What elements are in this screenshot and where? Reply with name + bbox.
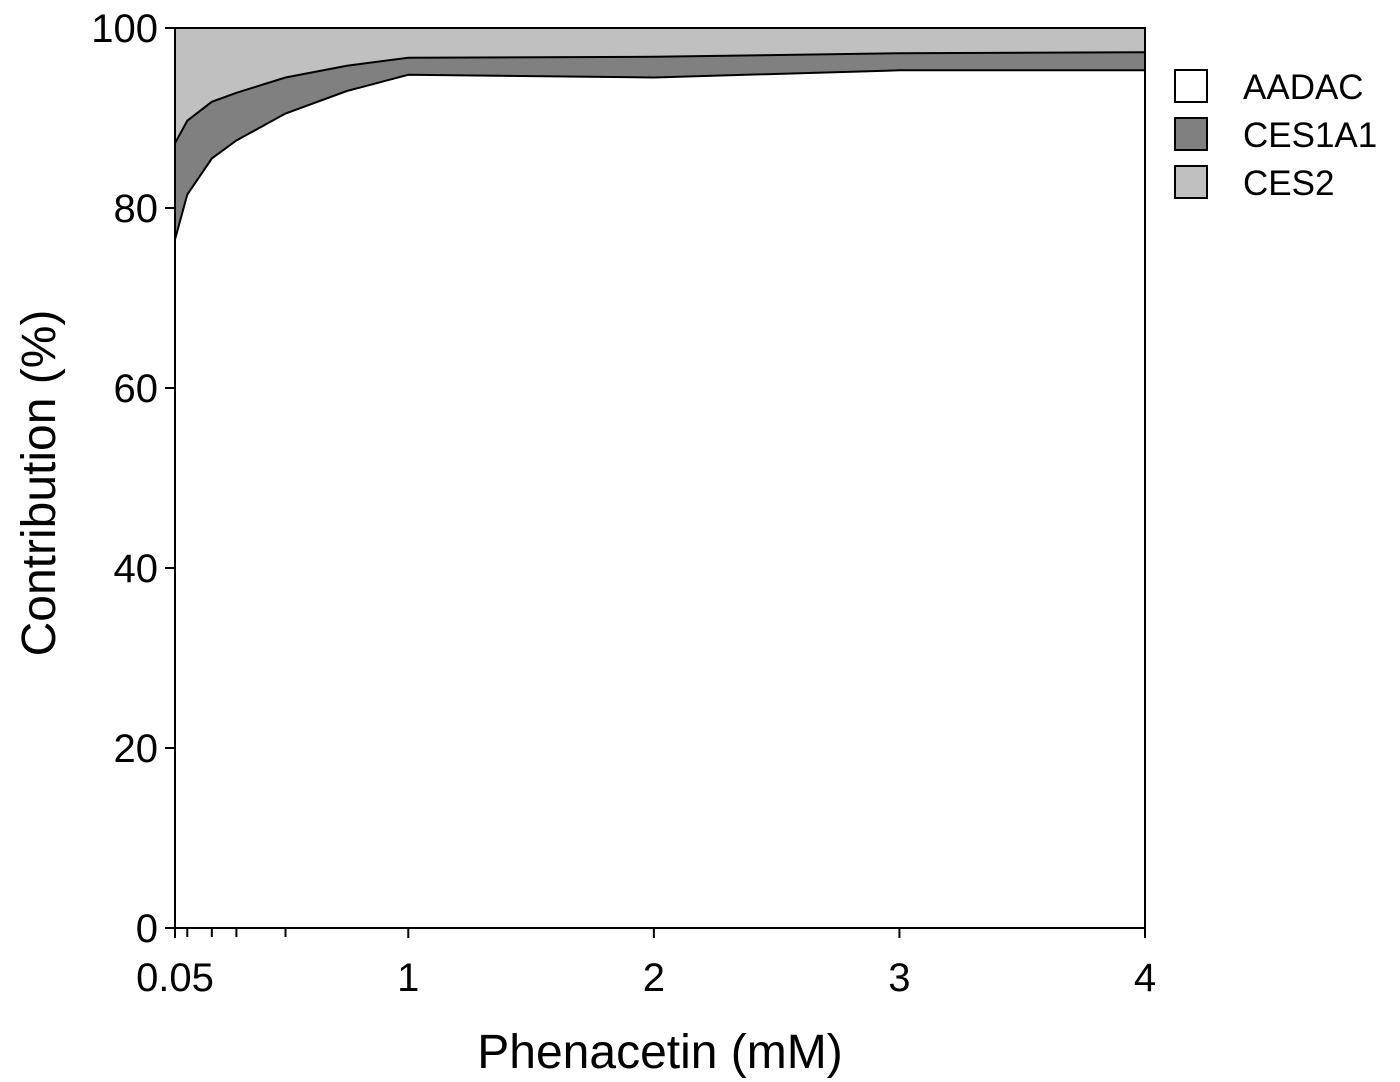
x-tick-label: 3 <box>888 956 910 1000</box>
y-tick-label: 0 <box>136 907 158 951</box>
y-tick-label: 40 <box>114 547 159 591</box>
x-tick-label: 2 <box>643 956 665 1000</box>
boundary-line-aadac <box>174 69 1145 240</box>
x-axis-title: Phenacetin (mM) <box>477 1026 842 1079</box>
legend-swatch-ces2 <box>1174 165 1208 199</box>
x-tick-label: 0.05 <box>136 956 214 1000</box>
legend: AADAC CES1A1 CES2 <box>1174 68 1377 203</box>
y-tick-label: 60 <box>114 367 159 411</box>
legend-label-aadac: AADAC <box>1243 68 1364 107</box>
legend-label-ces2: CES2 <box>1243 164 1334 203</box>
legend-label-ces1a1: CES1A1 <box>1243 116 1377 155</box>
y-tick-label: 100 <box>91 7 158 51</box>
legend-swatch-aadac <box>1174 69 1208 103</box>
plot-frame <box>174 27 1146 929</box>
legend-swatch-ces1a1 <box>1174 117 1208 151</box>
y-axis-title: Contribution (%) <box>13 310 66 657</box>
x-tick-label: 1 <box>397 956 419 1000</box>
x-tick-label: 4 <box>1134 956 1156 1000</box>
y-tick-label: 80 <box>114 187 159 231</box>
area-aadac <box>175 70 1145 929</box>
x-axis: 0.05 1 2 3 4 <box>136 928 1156 1000</box>
y-axis: 0 20 40 60 80 100 <box>91 7 175 951</box>
area-series-group <box>175 28 1145 929</box>
series-boundary-lines <box>174 51 1146 240</box>
y-tick-label: 20 <box>114 727 159 771</box>
boundary-line-ces1a1 <box>174 51 1146 144</box>
